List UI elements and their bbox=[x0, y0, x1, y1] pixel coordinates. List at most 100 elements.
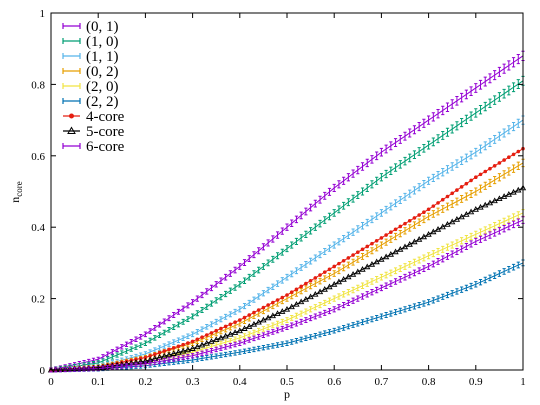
error-bar bbox=[450, 241, 454, 249]
error-bar bbox=[106, 351, 110, 357]
data-point bbox=[316, 288, 324, 295]
error-bar bbox=[172, 339, 176, 345]
error-bar bbox=[280, 227, 284, 235]
error-bar bbox=[408, 128, 412, 138]
error-bar bbox=[469, 240, 473, 248]
error-bar bbox=[294, 320, 299, 327]
error-bar bbox=[379, 284, 383, 292]
error-bar bbox=[483, 141, 487, 151]
error-bar bbox=[318, 301, 322, 309]
data-point bbox=[252, 310, 256, 315]
error-bar bbox=[488, 138, 492, 148]
error-bar bbox=[242, 333, 247, 339]
error-bar bbox=[375, 151, 379, 161]
error-bar bbox=[157, 345, 162, 351]
error-bar bbox=[337, 238, 341, 246]
error-bar bbox=[323, 247, 327, 255]
error-bar bbox=[162, 343, 166, 349]
error-bar bbox=[266, 305, 270, 312]
error-bar bbox=[294, 237, 299, 246]
y-axis-label-main: n bbox=[8, 197, 22, 203]
error-bar bbox=[266, 330, 270, 337]
error-bar bbox=[200, 291, 204, 299]
error-bar bbox=[214, 353, 218, 359]
data-point bbox=[389, 230, 393, 234]
error-bar bbox=[417, 301, 421, 309]
error-bar bbox=[332, 306, 336, 313]
error-bar bbox=[162, 329, 166, 336]
error-bar bbox=[469, 232, 473, 241]
error-bar bbox=[209, 348, 214, 354]
error-bar bbox=[148, 328, 152, 334]
data-point bbox=[449, 218, 456, 225]
error-bar bbox=[68, 366, 72, 372]
data-point bbox=[500, 193, 508, 199]
data-point bbox=[430, 228, 437, 235]
data-point bbox=[392, 248, 399, 255]
error-bar bbox=[233, 308, 237, 315]
data-point bbox=[246, 323, 253, 329]
error-bar bbox=[398, 134, 402, 144]
error-bar bbox=[511, 263, 516, 271]
error-bar bbox=[205, 349, 209, 355]
error-bar bbox=[313, 199, 317, 208]
series bbox=[49, 158, 525, 373]
error-bar bbox=[266, 259, 270, 267]
error-bar bbox=[441, 293, 445, 300]
error-bar bbox=[497, 227, 501, 235]
error-bar bbox=[502, 170, 506, 179]
error-bar bbox=[129, 339, 133, 345]
data-point bbox=[387, 251, 395, 257]
error-bar bbox=[261, 332, 265, 338]
error-bar bbox=[153, 335, 157, 341]
error-bar bbox=[389, 269, 393, 277]
error-bar bbox=[379, 209, 383, 217]
error-bar bbox=[285, 245, 289, 253]
error-bar bbox=[224, 290, 228, 298]
error-bar bbox=[337, 267, 341, 275]
error-bar bbox=[403, 273, 407, 281]
error-bar bbox=[261, 345, 265, 351]
data-point bbox=[346, 256, 351, 260]
error-bar bbox=[469, 111, 473, 121]
error-bar bbox=[431, 210, 435, 218]
error-bar bbox=[389, 166, 393, 175]
series-layer bbox=[47, 50, 527, 373]
error-bar bbox=[497, 173, 501, 182]
data-point bbox=[153, 352, 157, 357]
error-bar bbox=[408, 224, 412, 232]
error-bar bbox=[436, 258, 440, 265]
data-point bbox=[340, 275, 347, 282]
error-bar bbox=[266, 239, 270, 247]
x-tick-label: 0.9 bbox=[469, 376, 483, 388]
error-bar bbox=[422, 215, 426, 224]
error-bar bbox=[318, 195, 322, 204]
data-point bbox=[354, 268, 361, 275]
error-bar bbox=[427, 299, 431, 306]
error-bar bbox=[455, 159, 459, 168]
legend-label: (1, 1) bbox=[86, 49, 119, 65]
error-bar bbox=[351, 297, 355, 304]
data-point bbox=[223, 324, 228, 329]
error-bar bbox=[228, 337, 232, 344]
error-bar bbox=[436, 134, 440, 144]
error-bar bbox=[483, 226, 487, 234]
series bbox=[49, 50, 525, 373]
error-bar bbox=[242, 303, 247, 310]
data-point bbox=[260, 316, 267, 323]
error-bar bbox=[493, 175, 497, 185]
error-bar bbox=[497, 92, 501, 102]
error-bar bbox=[238, 335, 242, 341]
error-bar bbox=[275, 231, 280, 239]
error-bar bbox=[474, 281, 478, 288]
x-tick-label: 0.4 bbox=[233, 376, 247, 388]
error-bar bbox=[280, 248, 284, 256]
error-bar bbox=[332, 270, 336, 277]
error-bar bbox=[450, 290, 454, 297]
legend-swatch bbox=[62, 98, 81, 104]
error-bar bbox=[445, 102, 450, 112]
error-bar bbox=[323, 191, 327, 200]
data-point bbox=[222, 332, 229, 339]
data-point bbox=[379, 236, 384, 240]
error-bar bbox=[408, 153, 412, 163]
